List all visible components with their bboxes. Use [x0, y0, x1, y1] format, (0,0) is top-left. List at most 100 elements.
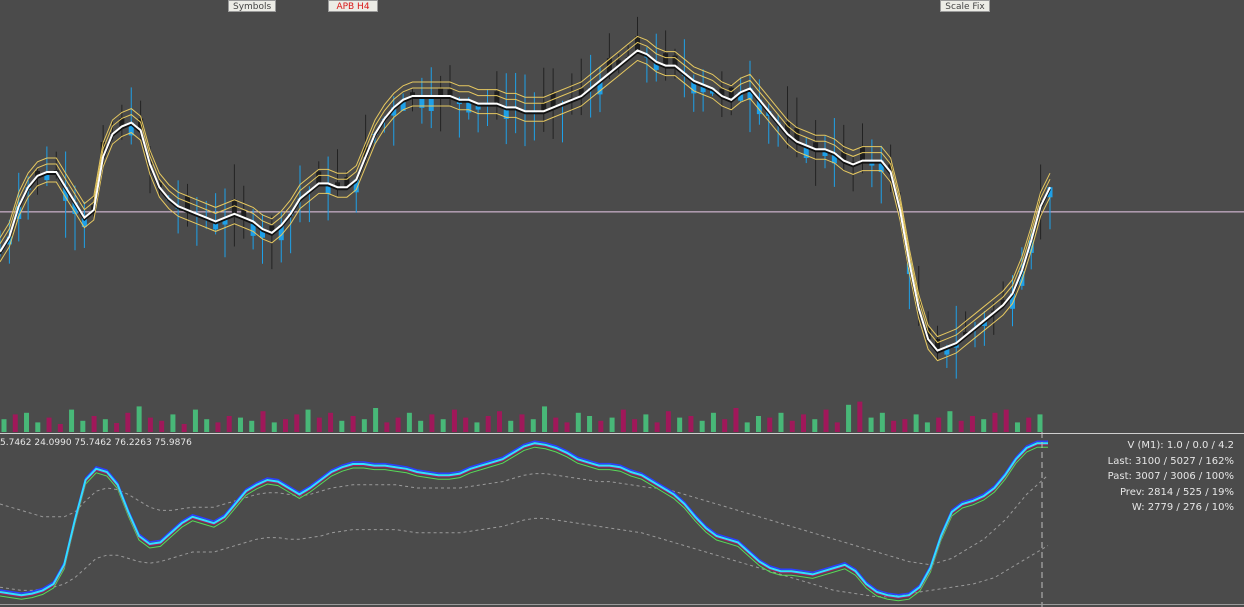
panel-separator[interactable] — [0, 433, 1244, 434]
candle-body — [963, 331, 969, 336]
volume-bar — [632, 419, 638, 432]
candle-body — [944, 346, 950, 355]
candle-body — [466, 99, 472, 113]
candle-body — [44, 172, 50, 181]
candle-body — [803, 145, 809, 158]
candle-body — [269, 225, 275, 233]
volume-bar — [891, 420, 897, 432]
candle-body — [635, 36, 640, 51]
candle-body — [16, 206, 22, 220]
volume-bar — [271, 422, 277, 432]
volume-bar — [665, 411, 671, 432]
volume-bar — [237, 417, 243, 432]
volume-bar — [868, 417, 874, 432]
oscillator-lower-band — [0, 517, 1049, 598]
candle-body — [128, 122, 134, 136]
volume-bar — [12, 414, 18, 432]
volume-bar — [981, 419, 987, 432]
candle-body — [353, 179, 359, 193]
volume-bar — [125, 412, 131, 432]
envelope-mid-line — [0, 41, 1051, 344]
candle-body — [185, 196, 190, 210]
candle-body — [72, 202, 78, 214]
envelope-upper-line — [0, 35, 1051, 338]
bottom-border — [0, 604, 1244, 605]
volume-bar — [958, 420, 964, 432]
volume-bar — [328, 412, 334, 432]
volume-bar — [688, 416, 694, 432]
volume-bar — [654, 422, 660, 432]
candle-body — [794, 128, 800, 142]
candle-body — [278, 225, 284, 241]
volume-bar — [395, 417, 401, 432]
volume-bar — [846, 404, 852, 432]
candle-body — [363, 146, 369, 157]
volume-bar — [812, 419, 818, 432]
volume-bar — [801, 414, 807, 432]
volume-bar — [598, 420, 604, 432]
candle-body — [1010, 293, 1015, 309]
candle-body — [494, 91, 500, 104]
volume-bar — [913, 414, 919, 432]
candle-body — [447, 89, 453, 96]
candle-body — [438, 88, 444, 96]
volume-bar — [373, 408, 379, 432]
candle-body — [691, 80, 697, 94]
candle-body — [653, 61, 659, 70]
volume-bar — [159, 420, 165, 432]
volume-bar — [587, 416, 593, 432]
volume-bar — [834, 422, 840, 432]
envelope-lower-line — [0, 59, 1051, 362]
volume-bar — [553, 417, 559, 432]
candle-body — [325, 183, 331, 194]
volume-bar — [418, 420, 424, 432]
candle-body — [822, 149, 828, 157]
stats-line-v: V (M1): 1.0 / 0.0 / 4.2 — [1127, 440, 1234, 451]
timeframe-button[interactable]: APB H4 — [328, 0, 378, 12]
candle-body — [63, 187, 69, 201]
volume-bar — [519, 414, 525, 432]
volume-bar — [316, 417, 322, 432]
volume-bar — [485, 416, 491, 432]
candle-body — [400, 99, 406, 111]
candle-body — [1028, 240, 1034, 253]
candle-body — [700, 84, 706, 93]
candle-body — [119, 118, 125, 127]
shadow-ma-line — [0, 51, 1051, 354]
volume-bar — [147, 417, 153, 432]
volume-bar — [530, 419, 536, 432]
volume-bar — [451, 409, 457, 432]
volume-bar — [620, 409, 626, 432]
volume-bar — [80, 420, 86, 432]
volume-bar — [102, 419, 108, 432]
volume-bar — [947, 411, 953, 432]
candle-body — [841, 151, 847, 161]
volume-bar — [192, 409, 198, 432]
candle-body — [860, 146, 865, 161]
candle-body — [663, 53, 669, 66]
volume-bar — [992, 412, 998, 432]
volume-bar — [755, 416, 761, 432]
volume-bar — [215, 422, 221, 432]
candle-body — [250, 221, 256, 236]
volume-bar — [260, 411, 266, 432]
volume-bar — [1014, 422, 1020, 432]
volume-bar — [429, 414, 435, 432]
candle-body — [850, 161, 856, 165]
candle-body — [550, 92, 556, 108]
volume-bar — [440, 419, 446, 432]
candle-body — [391, 107, 397, 116]
volume-bar — [710, 412, 716, 432]
volume-stats-panel: V (M1): 1.0 / 0.0 / 4.2 Last: 3100 / 502… — [1108, 438, 1234, 516]
candle-body — [419, 96, 425, 108]
volume-bar — [643, 414, 649, 432]
candle-body — [831, 153, 837, 164]
candle-body — [578, 88, 584, 96]
volume-bar — [24, 412, 30, 432]
symbols-button[interactable]: Symbols — [228, 0, 276, 12]
scale-fix-button[interactable]: Scale Fix — [940, 0, 990, 12]
candle-body — [222, 217, 228, 225]
volume-bar — [1037, 414, 1043, 432]
